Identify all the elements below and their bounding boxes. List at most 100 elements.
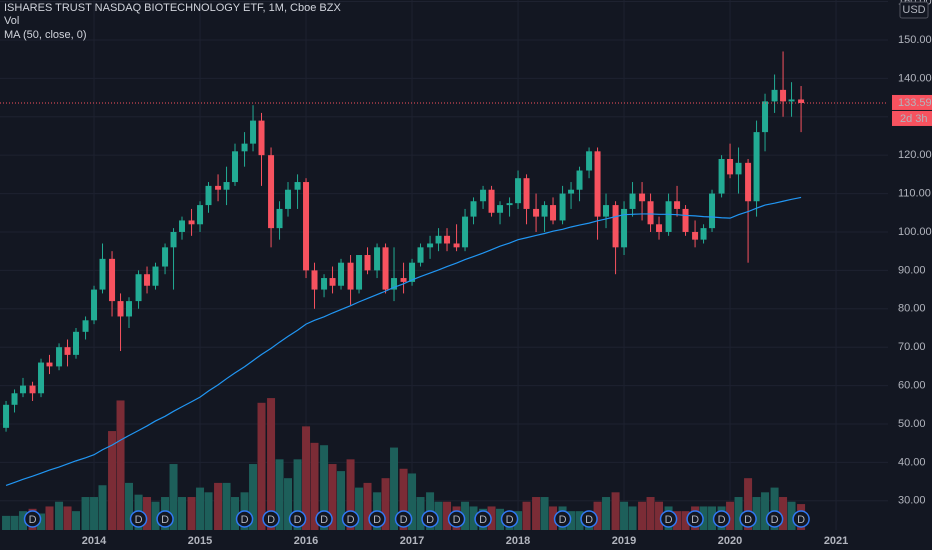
dividend-marker [315,510,333,528]
candle-body [241,143,248,152]
candle-body [56,347,63,367]
y-tick-label: 80.00 [898,303,926,315]
dividend-marker [129,510,148,528]
x-tick-label: 2018 [506,535,530,547]
candle-body [753,132,760,202]
dividend-label: D [267,514,275,526]
dividend-marker [421,510,439,528]
candle-body [46,362,53,367]
candle-body [258,120,265,156]
volume-bar [37,513,46,530]
dividend-label: D [691,514,699,526]
candle-body [152,266,159,286]
candle-body [435,235,442,244]
volume-bar [638,501,647,530]
candle-body [91,289,98,321]
volume-bar [434,501,443,530]
candle-body [268,155,275,229]
volume-bar [416,497,425,530]
candle-body [3,404,10,428]
ma-legend: MA (50, close, 0) [4,29,87,41]
y-tick-label: 120.00 [898,149,932,161]
candle-body [771,89,778,102]
candle-body [38,362,45,394]
candle-body [347,262,354,290]
candle-body [541,205,548,217]
candle-body [629,193,636,209]
volume-legend: Vol [4,15,19,27]
candle-body [612,205,619,248]
candle-body [82,320,89,332]
candle-body [391,278,398,290]
volume-bar [399,468,408,530]
candle-body [338,262,345,286]
dividend-marker [447,510,466,528]
candle-body [462,216,469,248]
dividend-label: D [294,514,302,526]
candle-body [656,224,663,232]
y-tick-label: 90.00 [898,264,926,276]
countdown-box [892,110,932,126]
currency-box[interactable] [899,1,929,19]
candle-body [162,247,169,267]
candle-body [417,247,424,263]
volume-bar [337,471,346,530]
volume-bar [187,497,196,530]
candle-body [135,274,142,302]
volume-bar [196,487,205,530]
candle-body [144,274,151,286]
volume-bar [310,442,319,530]
candle-body [709,193,716,229]
candle-body [453,243,460,248]
volume-bar [231,497,240,530]
dividend-marker [765,510,784,528]
volume-bar [575,511,584,530]
candle-body [73,331,80,355]
dividend-label: D [744,514,752,526]
volume-bar [81,497,90,530]
candle-body [364,255,371,271]
dividend-label: D [135,514,143,526]
volume-bar [461,501,470,530]
candle-body [276,208,283,229]
volume-bar [744,478,753,530]
candle-body [497,205,504,213]
volume-bar [593,501,602,530]
volume-bar [328,464,337,530]
candle-body [718,159,725,194]
volume-bar [143,497,152,530]
y-tick-label: 40.00 [898,456,926,468]
y-tick-label: 150.00 [898,34,932,46]
candle-body [223,182,230,190]
last-price-label: 133.59 [898,97,932,109]
candle-body [594,151,601,217]
candle-body [303,182,310,271]
candle-body [215,185,222,190]
volume-bar [496,508,505,530]
volume-bar [45,506,54,530]
moving-average-line [5,196,802,487]
dividend-marker [474,510,492,528]
candle-body [250,120,257,144]
volume-bar [275,459,284,530]
currency[interactable]: USD [902,4,925,16]
candle-body [692,231,699,240]
candle-body [674,201,681,209]
dividend-marker [288,510,307,528]
candle-body [409,262,416,282]
volume-bar [267,398,276,530]
volume-bar [214,482,223,530]
volume-bar [655,501,664,530]
dividend-marker [739,510,757,528]
dividend-label: D [347,514,355,526]
volume-bar [222,482,231,530]
volume-bar [770,487,779,530]
last-price-box [892,94,932,110]
candle-body [788,99,795,102]
dividend-marker [500,510,519,528]
volume-bar [346,459,355,530]
volume-bar [204,492,213,530]
candle-body [188,220,195,225]
volume-bar [63,506,72,530]
